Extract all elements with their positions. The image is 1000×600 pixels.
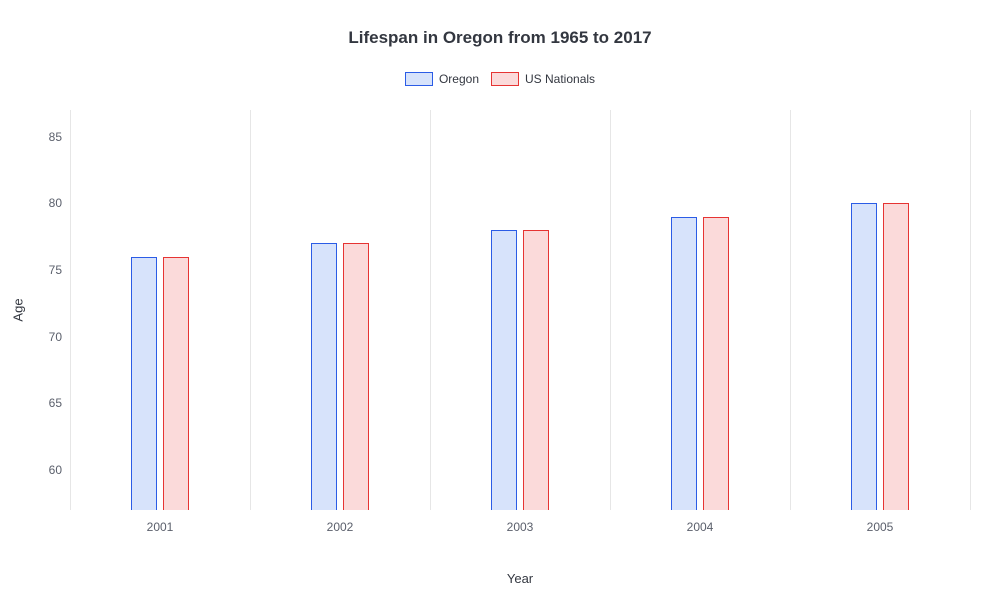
bar (491, 230, 517, 510)
x-tick-label: 2002 (327, 520, 354, 534)
grid-line (430, 110, 431, 510)
bar (883, 203, 909, 510)
legend-item: US Nationals (491, 72, 595, 86)
bar (311, 243, 337, 510)
grid-line (250, 110, 251, 510)
x-axis-label: Year (507, 571, 533, 586)
legend-label: Oregon (439, 72, 479, 86)
y-tick-label: 75 (32, 263, 62, 277)
bar (703, 217, 729, 510)
chart-container: Lifespan in Oregon from 1965 to 2017 Ore… (0, 0, 1000, 600)
grid-line (610, 110, 611, 510)
bar (851, 203, 877, 510)
grid-line (790, 110, 791, 510)
y-tick-label: 80 (32, 196, 62, 210)
y-tick-label: 60 (32, 463, 62, 477)
y-tick-label: 70 (32, 330, 62, 344)
y-axis-label: Age (11, 298, 26, 321)
legend-label: US Nationals (525, 72, 595, 86)
x-tick-label: 2003 (507, 520, 534, 534)
y-tick-label: 65 (32, 396, 62, 410)
bar (523, 230, 549, 510)
x-tick-label: 2004 (687, 520, 714, 534)
chart-title: Lifespan in Oregon from 1965 to 2017 (0, 0, 1000, 48)
grid-line (70, 110, 71, 510)
grid-line (970, 110, 971, 510)
bar (131, 257, 157, 510)
legend-swatch (405, 72, 433, 86)
y-tick-label: 85 (32, 130, 62, 144)
plot-area: 60657075808520012002200320042005 (70, 110, 970, 510)
bar (163, 257, 189, 510)
bar (671, 217, 697, 510)
x-tick-label: 2005 (867, 520, 894, 534)
legend-item: Oregon (405, 72, 479, 86)
bar (343, 243, 369, 510)
legend-swatch (491, 72, 519, 86)
x-tick-label: 2001 (147, 520, 174, 534)
legend: Oregon US Nationals (0, 72, 1000, 86)
